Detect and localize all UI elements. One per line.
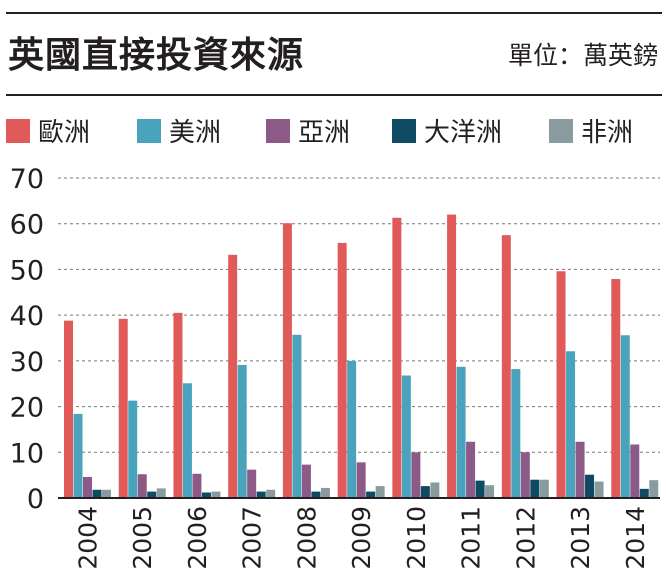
top-rule (6, 12, 662, 14)
bar-2014-1 (620, 335, 630, 498)
bar-2008-1 (292, 334, 302, 498)
legend-item-asia: 亞洲 (266, 112, 350, 149)
legend-label-africa: 非洲 (581, 118, 634, 148)
x-tick-label: 2009 (347, 506, 376, 570)
bar-2012-0 (501, 235, 511, 498)
bar-2007-0 (228, 254, 238, 498)
y-tick-label: 30 (10, 347, 44, 378)
bar-2005-1 (128, 400, 138, 498)
legend: 歐洲 美洲 亞洲 大洋洲 非洲 (6, 112, 662, 149)
y-axis: 0 10 20 30 40 50 60 70 (10, 164, 44, 515)
bar-2005-4 (156, 488, 166, 498)
bar-2013-4 (594, 481, 604, 498)
bar-2004-1 (73, 413, 83, 498)
x-tick-label: 2011 (457, 506, 486, 570)
bar-2010-3 (420, 486, 430, 498)
x-axis: 2004 2005 2006 2007 2008 2009 2010 2011 2012 2013… (58, 497, 660, 570)
header-rule (6, 94, 662, 96)
y-tick-label: 20 (10, 393, 44, 424)
bar-2004-2 (83, 476, 92, 498)
bar-2009-3 (366, 491, 376, 498)
y-tick-label: 40 (10, 301, 44, 332)
bar-2009-1 (347, 360, 357, 498)
bar-2009-0 (337, 242, 347, 498)
bar-2007-4 (266, 489, 276, 498)
bar-2005-0 (118, 318, 128, 498)
bar-2010-1 (401, 375, 411, 498)
grid (58, 177, 660, 453)
bar-2008-3 (311, 491, 321, 498)
x-tick-label: 2004 (74, 506, 103, 570)
legend-item-africa: 非洲 (549, 112, 633, 149)
legend-swatch-africa (549, 118, 573, 143)
bar-2005-3 (147, 491, 157, 498)
bar-2007-3 (256, 491, 266, 498)
bar-2009-2 (356, 462, 366, 498)
y-tick-label: 10 (10, 438, 44, 469)
bar-2013-3 (585, 474, 595, 498)
bar-2014-0 (611, 279, 621, 498)
legend-label-americas: 美洲 (169, 118, 222, 148)
bar-2011-1 (456, 366, 466, 498)
bar-2006-4 (211, 491, 221, 498)
x-tick-label: 2012 (511, 506, 540, 570)
bar-2006-2 (192, 473, 202, 498)
bar-2011-0 (447, 214, 457, 498)
bar-2010-4 (430, 482, 440, 498)
bar-2008-2 (301, 464, 311, 498)
bar-2004-3 (92, 489, 102, 498)
unit-label: 單位：萬英鎊 (507, 41, 658, 70)
bar-2008-4 (320, 487, 330, 498)
bar-2007-2 (247, 469, 257, 498)
bar-2007-1 (237, 364, 247, 498)
bar-2011-2 (466, 441, 476, 498)
x-tick-label: 2007 (238, 506, 267, 570)
bar-2011-4 (485, 485, 495, 498)
bar-2006-0 (173, 312, 183, 498)
x-tick-label: 2013 (566, 506, 595, 570)
bar-2013-0 (556, 271, 566, 498)
legend-swatch-oceania (392, 118, 416, 143)
y-tick-label: 70 (10, 164, 44, 195)
bar-2014-4 (649, 480, 659, 498)
x-tick-label: 2008 (292, 506, 321, 570)
bar-2012-1 (511, 369, 521, 498)
bar-2012-3 (530, 479, 540, 498)
legend-item-americas: 美洲 (137, 112, 221, 149)
y-tick-label: 50 (10, 255, 44, 286)
bar-2013-2 (575, 441, 585, 498)
bars (64, 214, 659, 498)
legend-swatch-americas (137, 118, 161, 143)
legend-label-asia: 亞洲 (298, 118, 351, 148)
legend-swatch-europe (6, 118, 30, 143)
bar-2014-2 (630, 444, 640, 498)
bar-2005-2 (137, 474, 147, 498)
bar-2014-3 (639, 488, 649, 498)
bar-2008-0 (282, 223, 292, 498)
y-tick-label: 0 (27, 484, 44, 515)
legend-label-europe: 歐洲 (38, 118, 91, 148)
bar-2006-3 (201, 492, 211, 498)
x-tick-label: 2006 (183, 506, 212, 570)
legend-item-europe: 歐洲 (6, 112, 90, 149)
bar-2010-0 (392, 217, 402, 498)
bar-2010-2 (411, 452, 421, 498)
bar-2009-4 (375, 486, 385, 498)
bar-2006-1 (182, 383, 192, 498)
bar-2012-4 (539, 479, 549, 498)
x-tick-label: 2005 (128, 506, 157, 570)
x-tick-label: 2010 (402, 506, 431, 570)
bar-2004-4 (102, 489, 111, 498)
legend-swatch-asia (266, 118, 290, 143)
bar-2004-0 (64, 320, 73, 498)
legend-item-oceania: 大洋洲 (392, 112, 502, 149)
bar-2012-2 (520, 452, 530, 498)
legend-label-oceania: 大洋洲 (424, 118, 503, 148)
bar-2013-1 (566, 351, 576, 498)
chart-title: 英國直接投資來源 (8, 35, 305, 76)
y-tick-label: 60 (10, 210, 44, 241)
x-tick-label: 2014 (621, 506, 650, 570)
bar-2011-3 (475, 480, 485, 498)
